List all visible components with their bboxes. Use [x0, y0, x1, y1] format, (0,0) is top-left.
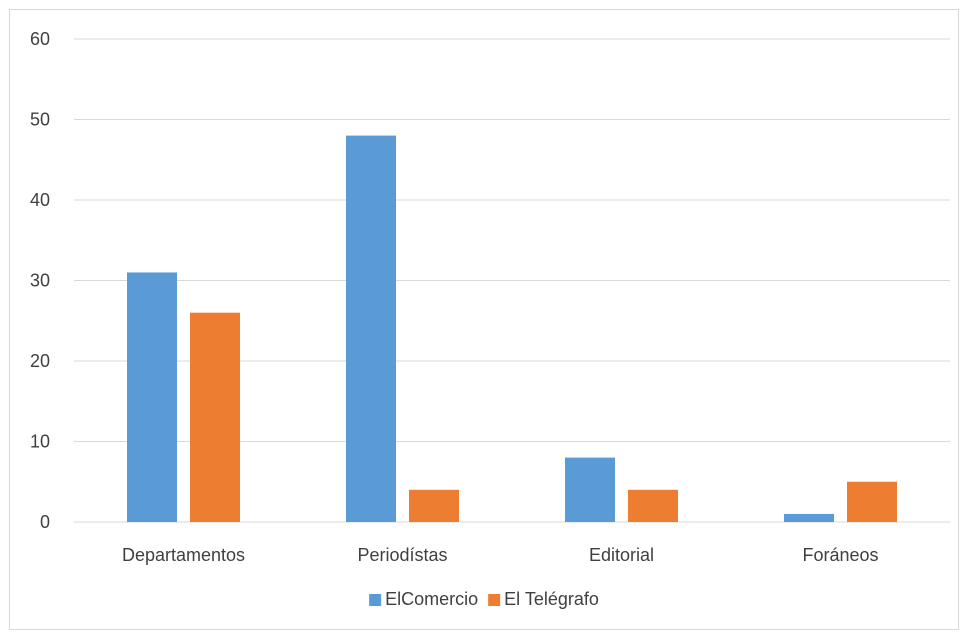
- x-axis: Departamentos Periodístas Editorial Foráneo…: [122, 545, 879, 565]
- y-tick-label: 10: [30, 432, 50, 452]
- bar-elcomercio-periodístas: [346, 135, 396, 522]
- legend-swatch: [488, 594, 501, 606]
- bar-el-telégrafo-departamentos: [190, 312, 240, 522]
- bar-elcomercio-editorial: [565, 457, 615, 522]
- y-tick-label: 30: [30, 271, 50, 291]
- x-tick-label: Foráneos: [802, 545, 878, 565]
- legend-label: ElComercio: [385, 589, 478, 609]
- bar-el-telégrafo-editorial: [628, 489, 678, 522]
- y-tick-label: 40: [30, 190, 50, 210]
- legend-label: El Telégrafo: [504, 589, 599, 609]
- legend-swatch: [369, 594, 382, 606]
- bars: [127, 135, 897, 522]
- bar-elcomercio-departamentos: [127, 272, 177, 522]
- y-tick-label: 20: [30, 351, 50, 371]
- y-tick-label: 60: [30, 29, 50, 49]
- y-tick-label: 0: [40, 512, 50, 532]
- bar-el-telégrafo-periodístas: [409, 489, 459, 522]
- y-tick-label: 50: [30, 110, 50, 130]
- bar-elcomercio-foráneos: [784, 513, 834, 522]
- y-axis: 0 10 20 30 40 50 60: [30, 29, 50, 532]
- x-tick-label: Departamentos: [122, 545, 245, 565]
- x-tick-label: Periodístas: [357, 545, 447, 565]
- legend: ElComercio El Telégrafo: [369, 589, 599, 609]
- bar-el-telégrafo-foráneos: [847, 481, 897, 522]
- x-tick-label: Editorial: [589, 545, 654, 565]
